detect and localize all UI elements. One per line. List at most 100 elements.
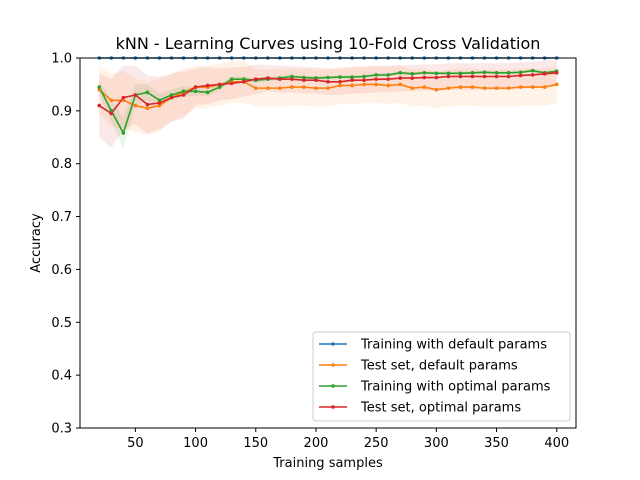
y-tick-label: 0.4 <box>51 369 72 384</box>
legend-swatch-marker <box>331 363 335 367</box>
band-test-set-default-params <box>99 60 557 135</box>
legend-label: Training with default params <box>360 338 547 353</box>
point-test-set-optimal-params <box>482 74 487 79</box>
point-test-set-optimal-params <box>157 101 162 105</box>
point-test-set-default-params <box>253 86 258 90</box>
point-test-set-optimal-params <box>350 78 354 82</box>
point-test-set-optimal-params <box>434 75 439 80</box>
x-axis-ticks: 50 100 150 200 250 300 350 400 <box>127 428 569 451</box>
point-training-with-optimal-params <box>410 72 415 76</box>
y-axis-label: Accuracy <box>29 213 44 273</box>
point-test-set-default-params <box>133 103 138 108</box>
y-tick-label: 0.6 <box>51 263 72 278</box>
plot-frame <box>79 57 577 429</box>
point-test-set-optimal-params <box>446 74 451 79</box>
legend-label: Training with optimal params <box>360 380 551 395</box>
x-axis-label: Training samples <box>272 456 383 471</box>
point-test-set-optimal-params <box>410 76 415 80</box>
point-training-with-optimal-params <box>506 71 511 75</box>
x-tick-label: 400 <box>544 436 569 451</box>
point-test-set-default-params <box>314 86 318 90</box>
point-training-with-optimal-params <box>362 74 366 79</box>
legend: Training with default params Test set, de… <box>312 331 571 422</box>
legend-label: Test set, default params <box>360 359 518 374</box>
point-test-set-optimal-params <box>542 72 547 76</box>
y-tick-label: 0.9 <box>51 104 72 119</box>
point-test-set-optimal-params <box>181 93 186 97</box>
point-training-with-optimal-params <box>205 90 210 95</box>
point-test-set-optimal-params <box>314 78 318 82</box>
point-training-with-optimal-params <box>338 75 342 79</box>
point-test-set-default-params <box>145 106 150 111</box>
point-test-set-optimal-params <box>302 78 306 82</box>
point-test-set-default-params <box>386 83 390 88</box>
legend-label: Test set, optimal params <box>360 401 521 416</box>
x-tick-label: 200 <box>304 436 329 451</box>
y-tick-label: 0.7 <box>51 210 72 225</box>
x-tick-label: 150 <box>243 436 268 451</box>
point-training-with-optimal-params <box>434 71 439 76</box>
legend-swatch-marker <box>331 342 335 346</box>
point-training-with-optimal-params <box>518 70 523 75</box>
point-training-with-optimal-params <box>145 90 150 95</box>
point-test-set-default-params <box>302 85 306 89</box>
point-training-with-optimal-params <box>350 75 354 79</box>
point-test-set-optimal-params <box>374 77 378 81</box>
point-test-set-default-params <box>470 85 475 89</box>
point-test-set-optimal-params <box>133 93 138 97</box>
point-test-set-optimal-params <box>266 76 270 80</box>
point-training-with-optimal-params <box>109 109 114 113</box>
point-training-with-optimal-params <box>458 71 463 76</box>
x-tick-label: 300 <box>424 436 449 451</box>
point-test-set-optimal-params <box>217 82 222 87</box>
point-test-set-optimal-params <box>554 71 559 75</box>
point-test-set-optimal-params <box>278 77 282 81</box>
point-training-with-optimal-params <box>422 71 427 75</box>
point-training-with-optimal-params <box>193 89 198 94</box>
point-test-set-default-params <box>542 85 547 89</box>
y-tick-label: 0.8 <box>51 157 72 172</box>
point-training-with-optimal-params <box>290 74 294 79</box>
point-test-set-optimal-params <box>530 73 535 77</box>
point-training-with-optimal-params <box>482 70 487 75</box>
point-test-set-default-params <box>374 82 378 87</box>
point-training-with-optimal-params <box>530 68 535 73</box>
point-training-with-optimal-params <box>446 71 451 76</box>
point-test-set-default-params <box>398 82 403 87</box>
y-axis-ticks: 0.3 0.4 0.5 0.6 0.7 0.8 0.9 1.0 <box>51 52 80 437</box>
point-test-set-default-params <box>121 98 126 103</box>
x-tick-label: 350 <box>484 436 509 451</box>
point-test-set-default-params <box>362 82 366 87</box>
point-test-set-default-params <box>422 85 427 89</box>
y-tick-label: 0.5 <box>51 316 72 331</box>
legend-box <box>312 331 571 422</box>
point-test-set-default-params <box>326 86 330 90</box>
point-test-set-default-params <box>518 85 523 89</box>
point-training-with-optimal-params <box>494 71 499 75</box>
point-test-set-optimal-params <box>422 75 427 80</box>
point-test-set-default-params <box>530 85 535 89</box>
point-test-set-optimal-params <box>121 95 126 100</box>
point-test-set-default-params <box>350 83 354 88</box>
point-test-set-optimal-params <box>362 78 366 82</box>
point-training-with-optimal-params <box>181 89 186 94</box>
point-training-with-optimal-params <box>157 98 162 103</box>
y-tick-label: 0.3 <box>51 422 72 437</box>
point-test-set-optimal-params <box>398 76 403 80</box>
point-training-with-optimal-params <box>229 77 234 81</box>
point-training-with-optimal-params <box>97 85 102 89</box>
point-test-set-default-params <box>554 82 559 87</box>
x-tick-label: 250 <box>364 436 389 451</box>
point-test-set-default-params <box>482 86 487 90</box>
point-test-set-default-params <box>157 103 162 108</box>
point-test-set-default-params <box>109 98 114 103</box>
point-test-set-default-params <box>458 85 463 89</box>
point-test-set-optimal-params <box>458 74 463 79</box>
point-training-with-optimal-params <box>302 75 306 80</box>
legend-swatch-marker <box>331 384 335 388</box>
legend-items: Training with default params Test set, de… <box>319 338 551 416</box>
point-test-set-default-params <box>266 86 270 90</box>
point-test-set-default-params <box>434 87 439 92</box>
point-test-set-default-params <box>506 86 511 90</box>
